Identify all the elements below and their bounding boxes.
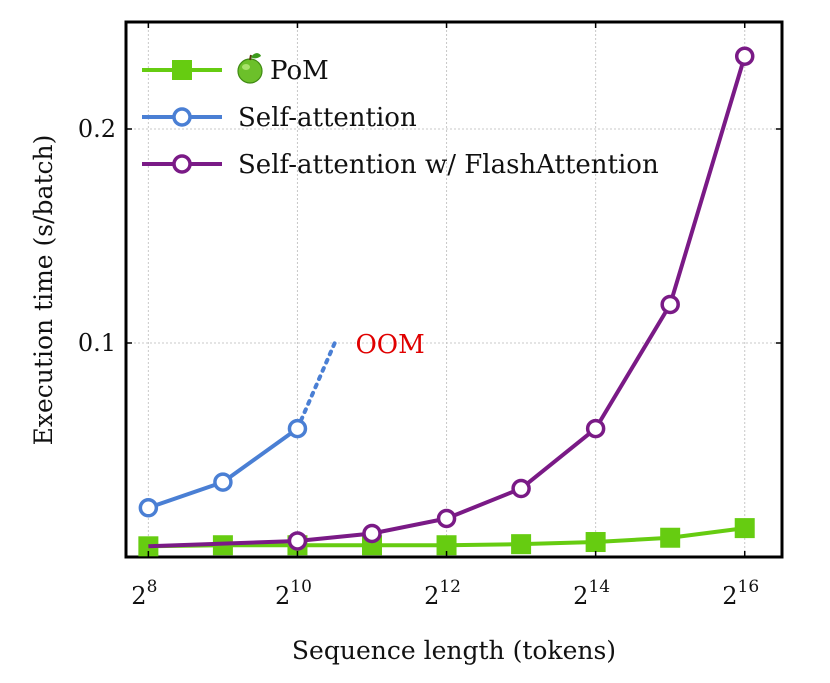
x-tick-exponent: 14 xyxy=(588,577,610,597)
legend-entry: Self-attention w/ FlashAttention xyxy=(142,150,659,180)
legend-marker xyxy=(172,60,192,80)
x-tick-base: 2 xyxy=(275,582,290,610)
y-tick-label: 0.2 xyxy=(78,115,116,143)
x-tick-base: 2 xyxy=(722,582,737,610)
data-point xyxy=(287,531,308,551)
y-tick-label: 0.1 xyxy=(78,329,116,357)
x-tick-label: 214 xyxy=(573,577,610,610)
legend: PoM Self-attention Self-attention w/ Flash… xyxy=(142,53,659,180)
legend-label: PoM xyxy=(270,56,329,86)
x-axis-title: Sequence length (tokens) xyxy=(292,636,616,665)
plot-frame xyxy=(124,20,784,559)
data-point xyxy=(287,418,308,439)
legend-entry: Self-attention xyxy=(142,103,417,133)
data-point xyxy=(660,527,681,548)
x-tick-base: 2 xyxy=(424,582,439,610)
x-tick-base: 2 xyxy=(573,582,588,610)
data-point xyxy=(511,534,532,555)
legend-marker xyxy=(172,154,192,174)
y-tick-labels: 0.1 0.2 xyxy=(78,115,782,357)
x-tick-label: 28 xyxy=(131,577,157,610)
series-1 xyxy=(138,341,337,518)
data-point xyxy=(213,472,233,492)
x-tick-label: 212 xyxy=(424,577,461,610)
data-point xyxy=(511,478,531,499)
series-line xyxy=(148,55,747,549)
x-tick-exponent: 8 xyxy=(147,577,158,597)
oom-extension-line xyxy=(295,341,337,431)
y-axis-title: Execution time (s/batch) xyxy=(29,135,58,446)
x-tick-label: 216 xyxy=(722,577,759,610)
series-layer xyxy=(138,46,755,557)
data-point xyxy=(660,294,680,315)
legend-label: Self-attention w/ FlashAttention xyxy=(238,150,659,180)
legend-entry: PoM xyxy=(142,53,329,86)
data-point xyxy=(436,535,457,556)
x-tick-label: 210 xyxy=(275,577,312,610)
green-apple-icon xyxy=(237,53,263,84)
annotations: OOM xyxy=(355,330,424,360)
x-tick-base: 2 xyxy=(131,582,146,610)
series-2 xyxy=(148,46,755,551)
oom-annotation: OOM xyxy=(355,330,424,360)
data-point xyxy=(138,498,159,518)
series-line xyxy=(147,426,299,510)
x-tick-exponent: 12 xyxy=(439,577,461,597)
data-point xyxy=(734,46,755,66)
legend-label: Self-attention xyxy=(238,103,417,133)
x-tick-labels: 28 210 212 214 216 xyxy=(131,22,759,610)
legend-marker xyxy=(172,107,192,127)
data-point xyxy=(585,532,606,553)
x-tick-exponent: 16 xyxy=(738,577,760,597)
data-point xyxy=(585,418,606,439)
data-point xyxy=(436,508,457,529)
x-tick-exponent: 10 xyxy=(290,577,312,597)
grid xyxy=(126,22,782,557)
data-point xyxy=(362,523,382,544)
data-point xyxy=(734,518,755,539)
